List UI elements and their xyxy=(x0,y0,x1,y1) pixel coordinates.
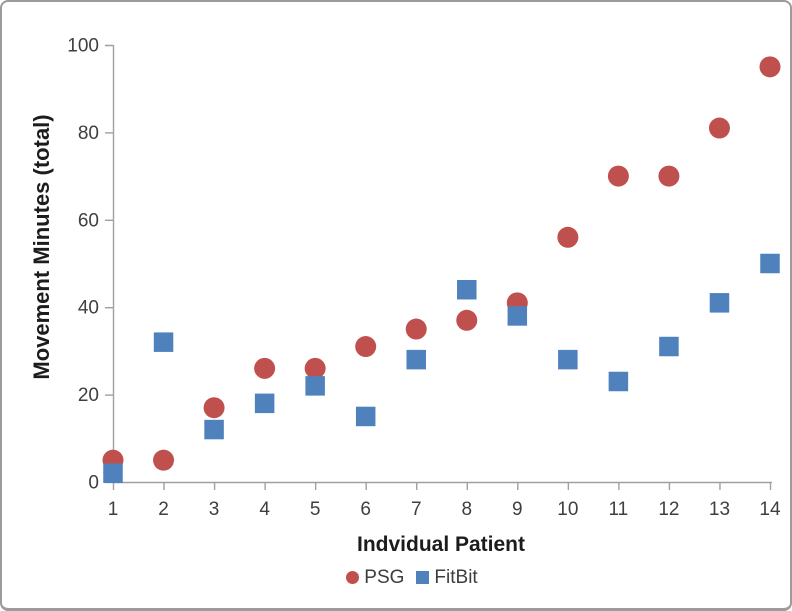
x-axis-title: Indvidual Patient xyxy=(357,533,525,556)
fitbit-point xyxy=(153,332,174,352)
x-tick-label: 12 xyxy=(658,499,679,520)
fitbit-point xyxy=(608,371,629,392)
psg-point xyxy=(708,117,730,139)
x-tick-label: 3 xyxy=(209,499,220,520)
fitbit-point xyxy=(709,293,730,313)
fitbit-point xyxy=(558,349,578,370)
fitbit-point xyxy=(659,336,679,357)
fitbit-point xyxy=(254,393,275,414)
x-tick-label: 4 xyxy=(259,499,270,520)
psg-point xyxy=(607,165,629,187)
fitbit-point xyxy=(305,376,325,396)
psg-point xyxy=(153,449,175,471)
y-tick-label: 100 xyxy=(67,36,99,57)
fitbit-point xyxy=(103,463,123,484)
y-tick-label: 0 xyxy=(88,473,99,494)
x-tick-label: 13 xyxy=(709,499,730,520)
x-tick-label: 11 xyxy=(609,499,629,520)
x-tick-label: 1 xyxy=(108,499,119,520)
plot-markers xyxy=(102,56,781,484)
x-tick-label: 7 xyxy=(411,499,422,520)
x-tick-label: 5 xyxy=(310,499,321,520)
y-tick-label: 60 xyxy=(78,210,99,231)
psg-point xyxy=(304,357,326,379)
x-tick-label: 2 xyxy=(158,499,169,520)
psg-point xyxy=(203,397,225,419)
x-tick-label: 14 xyxy=(759,499,781,520)
psg-point xyxy=(254,357,276,379)
psg-point xyxy=(456,309,478,331)
fitbit-point xyxy=(355,406,376,427)
x-tick-label: 6 xyxy=(360,499,371,520)
fitbit-point xyxy=(507,306,528,326)
y-tick-label: 40 xyxy=(78,298,99,319)
psg-point xyxy=(658,165,680,187)
x-tick-label: 9 xyxy=(512,499,523,520)
psg-point xyxy=(355,336,377,358)
y-tick-label: 20 xyxy=(78,385,99,406)
psg-point xyxy=(405,318,427,340)
psg-point xyxy=(557,226,579,248)
fitbit-point xyxy=(457,279,477,300)
y-tick-label: 80 xyxy=(78,123,99,144)
y-axis-title: Movement Minutes (total) xyxy=(29,114,54,379)
fitbit-point xyxy=(204,419,224,440)
x-tick-label: 10 xyxy=(557,499,578,520)
x-tick-label: 8 xyxy=(461,499,472,520)
psg-point xyxy=(759,56,781,78)
fitbit-point xyxy=(406,349,426,370)
fitbit-point xyxy=(760,253,780,274)
